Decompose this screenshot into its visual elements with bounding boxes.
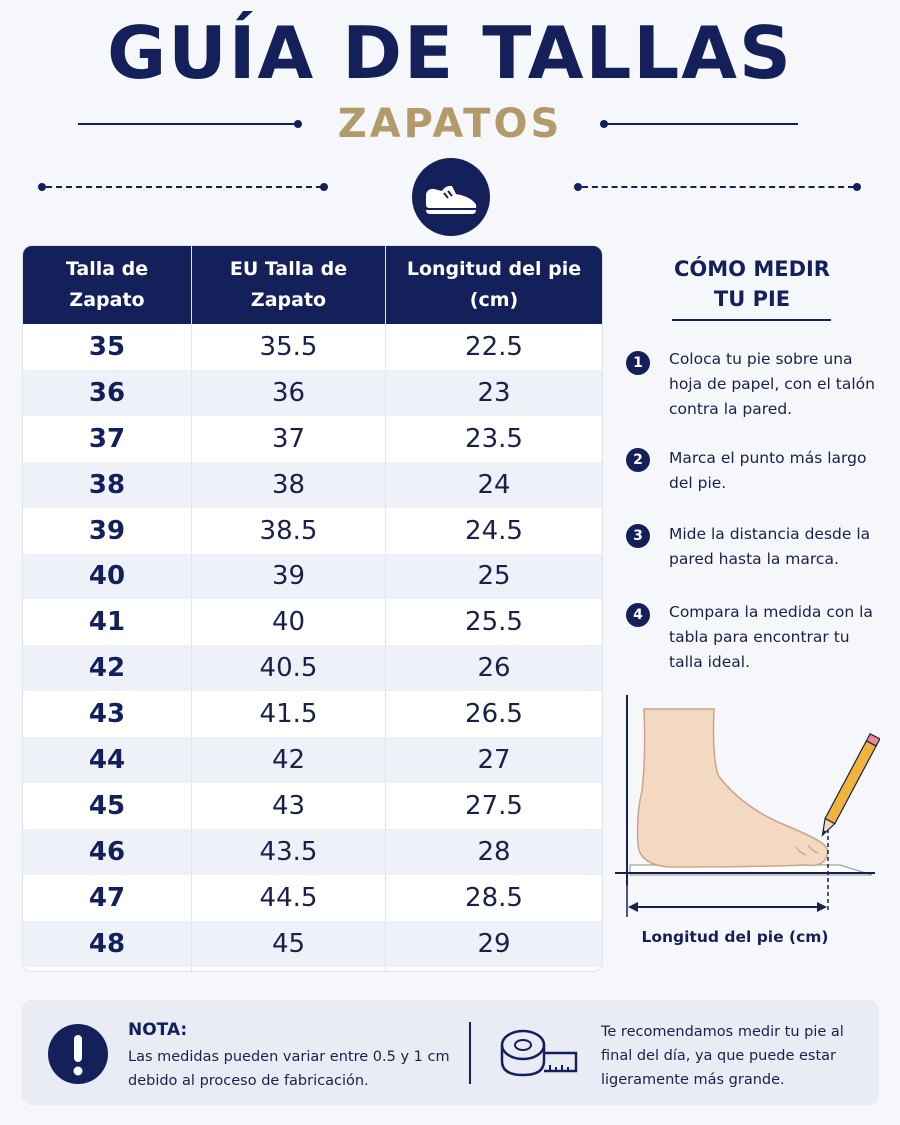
step-text-4: Compara la medida con la tabla para enco… <box>669 603 873 671</box>
howto-title: CÓMO MEDIR TU PIE <box>674 257 830 311</box>
cell-eu-talla: 38 <box>271 469 306 500</box>
cell-eu-talla: 41.5 <box>259 699 318 730</box>
page-title: GUÍA DE TALLAS <box>107 11 793 95</box>
shoe-badge <box>412 158 490 236</box>
cell-longitud: 23 <box>477 377 511 408</box>
table-row: 44 42 27 <box>23 737 602 783</box>
cell-longitud: 26.5 <box>465 699 523 730</box>
foot-measure-illustration <box>615 695 880 917</box>
dash-dot-left-end <box>320 183 328 191</box>
cell-talla: 43 <box>88 699 126 730</box>
table-row: 39 38.5 24.5 <box>23 508 602 554</box>
note-title: NOTA: <box>128 1020 188 1040</box>
cell-longitud: 28.5 <box>465 882 523 913</box>
cell-longitud: 23.5 <box>465 423 523 454</box>
page-subtitle: ZAPATOS <box>337 101 563 147</box>
cell-talla: 38 <box>88 469 126 500</box>
table-row: 40 39 25 <box>23 553 602 600</box>
cell-talla: 44 <box>88 745 126 776</box>
note-divider <box>469 1022 471 1084</box>
cell-talla: 41 <box>88 607 126 638</box>
cell-longitud: 24 <box>477 469 511 500</box>
column-divider-1 <box>191 246 192 971</box>
dashed-line-right <box>582 186 854 188</box>
cell-eu-talla: 45 <box>271 928 306 959</box>
howto-title-rule <box>672 319 831 321</box>
table-row: 35 35.5 22.5 <box>23 324 602 370</box>
step-number-4: 4 <box>626 603 650 627</box>
size-table: 35 35.5 22.5 36 36 23 37 37 23.5 38 38 24 39 38.5 24.5… <box>22 245 603 972</box>
subtitle-rule-right <box>604 123 798 125</box>
header-eu-talla: EU Talla de Zapato <box>229 258 348 311</box>
exclamation-icon <box>48 1024 108 1084</box>
dash-dot-right <box>853 183 861 191</box>
cell-talla: 35 <box>88 331 126 362</box>
cell-talla: 48 <box>88 928 126 959</box>
table-row: 42 40.5 26 <box>23 645 602 692</box>
cell-eu-talla: 39 <box>271 561 306 592</box>
table-row: 48 45 29 <box>23 920 602 967</box>
foot-length-caption: Longitud del pie (cm) <box>641 928 829 946</box>
tip-text: Te recomendamos medir tu pie al final de… <box>601 1024 844 1088</box>
note-text: Las medidas pueden variar entre 0.5 y 1 … <box>128 1049 450 1089</box>
header-talla: Talla de Zapato <box>65 258 149 311</box>
table-row: 37 37 23.5 <box>23 416 602 462</box>
cell-longitud: 25.5 <box>465 607 523 638</box>
cell-talla: 42 <box>88 653 126 684</box>
foot-shape <box>636 708 829 868</box>
dash-dot-left <box>38 183 46 191</box>
dashed-line-left <box>46 186 322 188</box>
table-row: 46 43.5 28 <box>23 828 602 875</box>
step-text-2: Marca el punto más largo del pie. <box>669 449 867 492</box>
shoe-icon <box>426 185 477 214</box>
tape-measure-icon <box>500 1029 578 1077</box>
step-text-1: Coloca tu pie sobre una hoja de papel, c… <box>669 350 875 418</box>
cell-longitud: 28 <box>477 836 511 867</box>
cell-longitud: 29 <box>477 928 511 959</box>
header-longitud: Longitud del pie (cm) <box>406 258 582 311</box>
cell-talla: 45 <box>88 790 126 821</box>
table-row: 45 43 27.5 <box>23 783 602 829</box>
table-row: 47 44.5 28.5 <box>23 875 602 921</box>
cell-longitud: 22.5 <box>465 331 523 362</box>
note-bar <box>22 1000 879 1105</box>
cell-talla: 37 <box>88 423 126 454</box>
table-row: 36 36 23 <box>23 369 602 416</box>
pencil-icon <box>821 732 880 837</box>
step-text-3: Mide la distancia desde la pared hasta l… <box>669 525 871 568</box>
cell-longitud: 27 <box>477 745 511 776</box>
column-divider-2 <box>385 246 386 971</box>
step-number-2: 2 <box>626 448 650 472</box>
cell-eu-talla: 42 <box>271 745 306 776</box>
cell-eu-talla: 44.5 <box>259 882 318 913</box>
cell-longitud: 24.5 <box>465 515 523 546</box>
step-number-1: 1 <box>626 351 650 375</box>
cell-eu-talla: 38.5 <box>259 515 318 546</box>
table-row: 41 40 25.5 <box>23 599 602 645</box>
cell-talla: 36 <box>88 377 126 408</box>
cell-eu-talla: 40.5 <box>259 653 318 684</box>
table-row: 38 38 24 <box>23 461 602 508</box>
cell-talla: 47 <box>88 882 126 913</box>
cell-talla: 40 <box>88 561 126 592</box>
cell-eu-talla: 35.5 <box>259 331 318 362</box>
cell-talla: 46 <box>88 836 126 867</box>
subtitle-rule-left <box>78 123 300 125</box>
step-number-3: 3 <box>626 524 650 548</box>
dash-dot-right-start <box>574 183 582 191</box>
table-row: 43 41.5 26.5 <box>23 691 602 737</box>
cell-longitud: 27.5 <box>465 790 523 821</box>
cell-eu-talla: 40 <box>271 607 306 638</box>
cell-longitud: 25 <box>477 561 511 592</box>
rule-dot-left <box>294 120 302 128</box>
cell-eu-talla: 36 <box>271 377 306 408</box>
cell-eu-talla: 43 <box>271 790 306 821</box>
cell-talla: 39 <box>88 515 126 546</box>
cell-eu-talla: 37 <box>271 423 306 454</box>
cell-eu-talla: 43.5 <box>259 836 318 867</box>
table-header: Talla de Zapato EU Talla de Zapato Longitu… <box>23 246 602 324</box>
cell-longitud: 26 <box>477 653 511 684</box>
